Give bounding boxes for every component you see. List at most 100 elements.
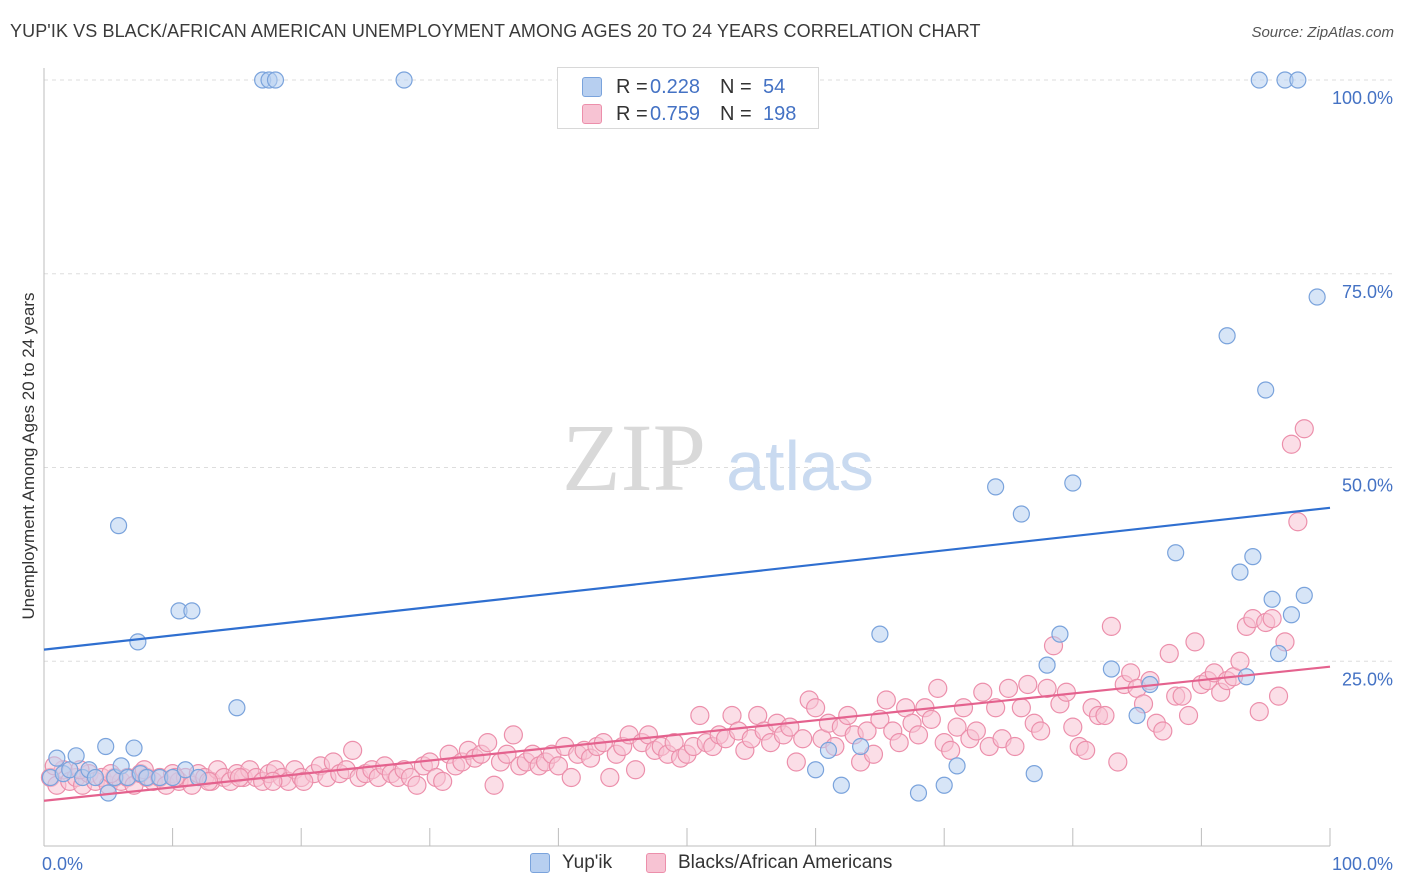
blacks-point [1281,434,1302,454]
r-value: 0.228 [650,76,701,98]
blacks-point [793,729,813,749]
blacks-point [786,752,806,772]
x-tick-label: 0.0% [42,854,83,874]
stats-box: R = 0.228 N = 54 R = 0.759 N = 198 [557,67,819,129]
yupik-point [1263,590,1281,608]
yupik-point [1051,625,1069,643]
n-value: 198 [763,103,797,125]
blacks-point [625,760,646,780]
y-tick-label: 75.0% [1342,282,1393,302]
yupik-point [1257,381,1275,399]
blacks-point [1268,686,1289,706]
yupik-point [1102,660,1120,678]
yupik-point [1128,706,1146,725]
series-yupik-points [41,71,1326,802]
y-tick-label: 50.0% [1342,476,1393,496]
blacks-point [805,698,826,718]
blacks-point [1037,678,1057,698]
legend-swatch-yupik [530,853,550,873]
yupik-point [1231,563,1249,581]
legend-swatch-blacks [646,853,666,873]
blacks-point [889,733,909,753]
series-blacks-points [40,419,1314,795]
y-axis-title: Unemployment Among Ages 20 to 24 years [19,293,38,620]
blacks-point [1076,740,1096,760]
yupik-point [1308,288,1326,306]
yupik-point [176,761,195,779]
yupik-point [1218,327,1236,345]
blacks-point [1031,721,1051,741]
yupik-point [1295,586,1313,604]
yupik-point [819,741,838,759]
blacks-point [1185,632,1205,652]
yupik-trend-line [43,506,1331,651]
blacks-point [966,721,986,741]
blacks-point [928,678,948,698]
yupik-point [266,71,285,89]
axes [43,68,1331,847]
blacks-point [953,698,974,718]
yupik-swatch [582,77,602,97]
r-label: R = [616,103,648,125]
yupik-point [61,761,79,779]
blacks-point [407,775,427,795]
blacks-point [1153,721,1173,741]
y-tick-label: 25.0% [1342,669,1393,689]
blacks-point [478,733,498,753]
yupik-point [806,761,825,779]
watermark-atlas: atlas [726,427,874,505]
n-label: N = [720,103,752,125]
blacks-point [1178,705,1199,726]
legend: Yup'ik Blacks/African Americans [0,851,1406,879]
x-tick-label: 100.0% [1332,854,1393,874]
blacks-point [1108,752,1128,772]
blacks-point [690,705,710,726]
yupik-point [1038,656,1056,674]
blacks-point [921,709,941,729]
blacks-point [857,721,877,741]
yupik-point [1012,505,1030,523]
legend-label-blacks: Blacks/African Americans [678,852,893,873]
yupik-point [1064,474,1082,492]
blacks-point [561,767,581,788]
blacks-point [908,725,929,745]
blacks-point [1005,736,1025,757]
yupik-point [852,737,870,756]
axis-labels: 25.0% 50.0% 75.0% 100.0% 0.0% 100.0% Unemploym… [19,88,1393,874]
legend-label-yupik: Yup'ik [562,852,613,873]
yupik-point [1282,606,1301,624]
blacks-point [876,690,896,710]
yupik-point [832,776,850,794]
yupik-point [871,625,889,643]
blacks-point [941,740,961,760]
blacks-point [1262,609,1282,629]
watermark-zip: ZIP [562,404,706,511]
yupik-point [1289,71,1307,89]
watermark: ZIP atlas [562,404,874,511]
blacks-point [863,744,884,764]
source-label: Source: ZipAtlas.com [1251,24,1394,41]
blacks-point [1249,702,1269,722]
yupik-point [129,633,147,651]
blacks-point [600,767,620,788]
blacks-trend-line [43,665,1331,802]
trend-lines [43,506,1331,802]
blacks-point [947,717,967,737]
yupik-point [183,602,201,620]
blacks-point [986,698,1006,718]
blacks-point [503,725,523,745]
blacks-point [263,771,283,791]
yupik-point [125,739,143,757]
yupik-point [1025,765,1043,783]
yupik-point [987,478,1005,496]
r-label: R = [616,76,648,98]
grid-lines [44,79,1392,662]
n-value: 54 [763,76,786,98]
yupik-point [948,757,966,775]
yupik-point [395,71,413,89]
blacks-point [1011,698,1031,718]
blacks-point [1294,419,1314,439]
yupik-point [1250,71,1268,89]
blacks-point [1172,686,1192,706]
